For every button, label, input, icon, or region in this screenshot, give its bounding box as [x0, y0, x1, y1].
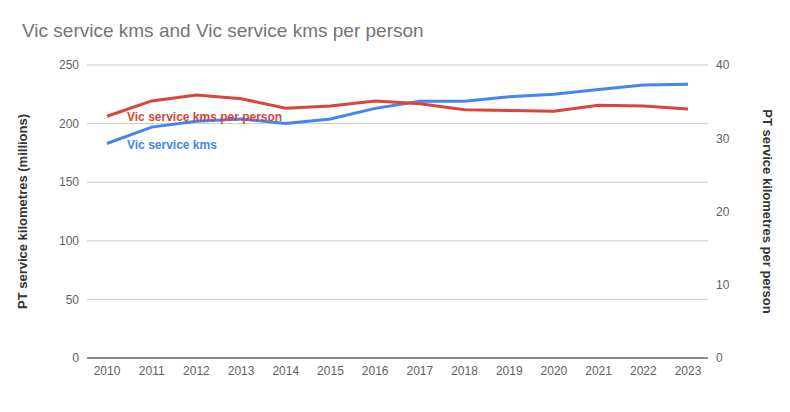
svg-text:Vic service kms: Vic service kms — [127, 138, 217, 152]
svg-text:2014: 2014 — [272, 364, 299, 378]
svg-text:40: 40 — [716, 58, 730, 72]
svg-text:2010: 2010 — [94, 364, 121, 378]
svg-text:2020: 2020 — [541, 364, 568, 378]
svg-text:2023: 2023 — [675, 364, 702, 378]
svg-text:10: 10 — [716, 278, 730, 292]
svg-text:30: 30 — [716, 132, 730, 146]
svg-text:2016: 2016 — [362, 364, 389, 378]
svg-text:2013: 2013 — [228, 364, 255, 378]
svg-text:PT service kilometres (million: PT service kilometres (millions) — [15, 114, 30, 309]
svg-text:2011: 2011 — [139, 364, 165, 378]
svg-text:200: 200 — [59, 117, 79, 131]
svg-text:2012: 2012 — [183, 364, 210, 378]
svg-text:150: 150 — [59, 175, 79, 189]
svg-text:PT service kilometres per pers: PT service kilometres per person — [760, 109, 775, 314]
svg-text:250: 250 — [59, 58, 79, 72]
svg-text:2019: 2019 — [496, 364, 523, 378]
svg-text:2015: 2015 — [317, 364, 344, 378]
svg-text:20: 20 — [716, 205, 730, 219]
svg-text:2022: 2022 — [630, 364, 657, 378]
svg-text:Vic service kms per person: Vic service kms per person — [127, 110, 282, 124]
svg-text:2018: 2018 — [451, 364, 478, 378]
svg-text:0: 0 — [72, 351, 79, 365]
html-text:Vic service kms and Vic servic: Vic service kms and Vic service kms per … — [22, 20, 424, 41]
svg-text:2021: 2021 — [585, 364, 612, 378]
svg-text:50: 50 — [66, 293, 80, 307]
svg-text:2017: 2017 — [406, 364, 433, 378]
svg-text:100: 100 — [59, 234, 79, 248]
svg-text:0: 0 — [716, 351, 723, 365]
